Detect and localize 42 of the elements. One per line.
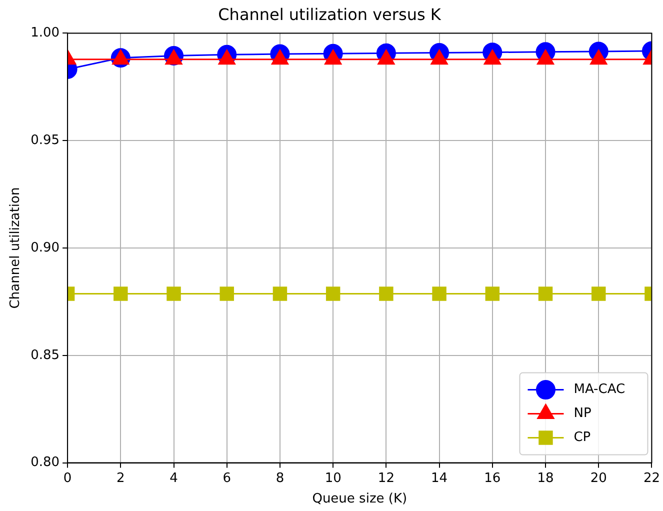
point bbox=[590, 50, 608, 65]
legend-label: NP bbox=[574, 406, 592, 422]
y-tick-label: 1.00 bbox=[30, 26, 60, 41]
point bbox=[165, 50, 182, 65]
point bbox=[430, 50, 448, 65]
legend-label: MA-CAC bbox=[574, 382, 626, 398]
point bbox=[536, 50, 554, 65]
y-tick-label: 0.95 bbox=[30, 132, 60, 148]
x-tick-label: 20 bbox=[590, 470, 607, 486]
point bbox=[379, 286, 394, 301]
y-tick-label: 0.90 bbox=[30, 240, 60, 256]
x-tick-label: 10 bbox=[324, 470, 342, 486]
x-tick-label: 6 bbox=[222, 470, 232, 486]
x-tick-label: 22 bbox=[643, 470, 660, 486]
x-tick-label: 18 bbox=[537, 470, 554, 486]
x-tick-label: 8 bbox=[276, 470, 284, 486]
x-tick-label: 0 bbox=[63, 470, 72, 486]
point bbox=[220, 286, 234, 301]
point bbox=[114, 286, 128, 301]
x-tick-label: 14 bbox=[431, 470, 448, 486]
y-axis-title: Channel utilization bbox=[8, 187, 24, 309]
point bbox=[484, 50, 501, 65]
x-axis-title: Queue size (K) bbox=[312, 492, 408, 507]
point bbox=[432, 286, 446, 301]
point bbox=[538, 286, 553, 301]
point bbox=[218, 50, 236, 65]
point bbox=[485, 286, 500, 301]
point bbox=[326, 286, 340, 301]
point bbox=[166, 286, 181, 301]
point bbox=[324, 50, 342, 65]
point bbox=[592, 286, 606, 301]
x-tick-label: 4 bbox=[170, 470, 178, 486]
y-tick-label: 0.85 bbox=[30, 348, 60, 363]
x-tick-label: 2 bbox=[116, 470, 125, 486]
x-tick-label: 16 bbox=[484, 470, 501, 486]
point bbox=[271, 50, 289, 65]
point bbox=[272, 286, 288, 301]
x-tick-label: 12 bbox=[378, 470, 394, 486]
y-tick-label: 0.80 bbox=[30, 455, 60, 470]
point bbox=[378, 50, 395, 65]
legend-label: CP bbox=[574, 430, 591, 446]
chart-title: Channel utilization versus K bbox=[218, 4, 442, 24]
